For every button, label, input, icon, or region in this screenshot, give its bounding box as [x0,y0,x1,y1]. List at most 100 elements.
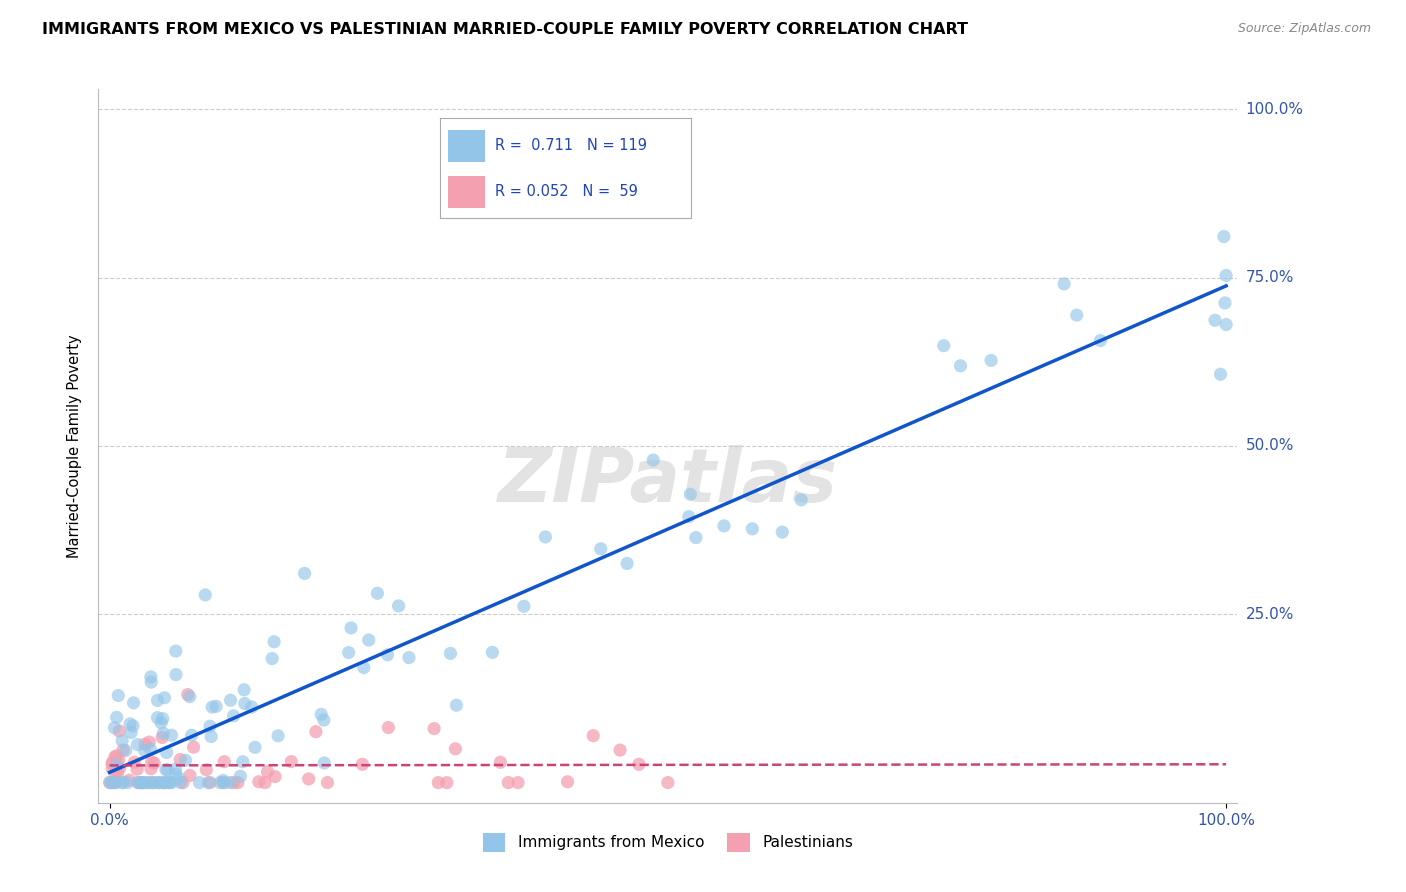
Point [233,682,256,697]
Point [167,771,190,785]
Point [353,660,375,674]
Point [150,715,173,730]
Point [243,740,266,755]
Point [557,774,579,789]
Point [534,530,557,544]
Point [124,755,146,769]
Point [120,717,142,731]
Point [169,775,191,789]
Point [1204,313,1226,327]
Point [101,775,124,789]
Point [165,644,187,658]
Point [219,693,242,707]
Point [174,753,197,767]
Point [153,690,176,705]
Point [233,697,256,711]
Point [157,775,180,789]
Point [127,738,149,752]
Point [114,743,136,757]
Point [146,711,169,725]
Point [357,633,380,648]
Point [146,775,169,789]
Point [108,761,131,775]
Point [388,599,411,613]
Point [280,755,302,769]
Point [156,746,179,760]
Point [195,763,218,777]
Point [107,753,129,767]
Point [1053,277,1076,291]
Point [240,700,263,714]
Point [609,743,631,757]
Point [481,645,503,659]
Point [159,775,181,789]
Point [177,688,200,702]
Point [439,647,461,661]
Point [105,748,128,763]
Point [685,531,707,545]
Point [398,650,420,665]
Point [111,775,134,789]
Point [141,775,163,789]
Point [165,762,187,776]
Point [118,773,141,788]
Point [156,763,179,777]
Point [165,667,187,681]
Point [198,775,221,789]
Point [152,775,174,789]
Point [582,729,605,743]
Point [222,775,245,789]
Point [657,775,679,789]
Point [107,766,129,780]
Point [138,775,160,789]
Point [201,700,224,714]
Y-axis label: Married-Couple Family Poverty: Married-Couple Family Poverty [67,334,83,558]
Point [101,775,124,789]
Point [208,775,231,789]
Point [105,757,128,772]
Text: 100.0%: 100.0% [1246,102,1303,117]
Point [139,762,162,776]
Point [141,755,163,769]
Point [129,775,152,789]
Point [294,566,316,581]
Point [131,775,153,789]
Point [179,768,201,782]
Point [444,741,467,756]
Point [253,775,276,789]
Point [205,699,228,714]
Point [506,775,529,789]
Point [256,764,278,779]
Point [101,756,124,771]
Point [513,599,536,614]
Point [1209,368,1232,382]
Point [200,730,222,744]
Point [152,712,174,726]
Point [146,693,169,707]
Point [98,775,121,789]
Point [134,743,156,757]
Point [141,675,163,690]
Point [436,775,458,789]
Point [496,775,519,789]
Point [131,775,153,789]
Point [679,487,702,501]
Point [262,651,284,665]
Point [232,755,254,769]
Point [446,698,468,713]
Point [104,749,127,764]
Point [104,775,127,789]
Point [105,710,128,724]
Point [108,724,131,739]
Point [219,775,242,789]
Point [98,775,121,789]
Point [104,765,127,780]
Text: 25.0%: 25.0% [1246,607,1294,622]
Text: IMMIGRANTS FROM MEXICO VS PALESTINIAN MARRIED-COUPLE FAMILY POVERTY CORRELATION : IMMIGRANTS FROM MEXICO VS PALESTINIAN MA… [42,22,969,37]
Point [104,775,127,789]
Point [214,755,236,769]
Point [949,359,972,373]
Point [101,755,124,769]
Legend: Immigrants from Mexico, Palestinians: Immigrants from Mexico, Palestinians [475,825,860,859]
Point [127,775,149,789]
